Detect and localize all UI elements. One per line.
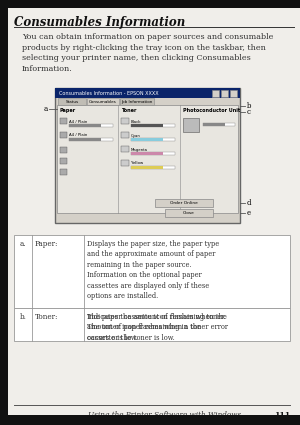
Bar [57, 105, 238, 213]
Bar [221, 90, 228, 96]
Bar [14, 308, 290, 341]
Text: Black: Black [131, 119, 142, 124]
Bar [0, 0, 300, 8]
Bar [121, 132, 129, 138]
Bar [121, 146, 129, 152]
Text: d: d [247, 199, 251, 207]
Bar [120, 98, 154, 105]
Bar [69, 124, 101, 127]
Text: A4 / Plain: A4 / Plain [69, 133, 87, 138]
Bar [183, 118, 199, 132]
Text: Consumables Information: Consumables Information [14, 16, 185, 29]
Text: Job Information: Job Information [121, 99, 153, 104]
Text: b: b [247, 102, 251, 110]
Text: A4 / Plain: A4 / Plain [69, 119, 87, 124]
Text: Toner: Toner [122, 108, 137, 113]
Text: Using the Printer Software with Windows: Using the Printer Software with Windows [88, 411, 242, 419]
Bar [165, 209, 213, 217]
Bar [212, 90, 219, 96]
Text: Cyan: Cyan [131, 133, 141, 138]
Bar [0, 0, 8, 425]
Bar [131, 138, 163, 141]
Text: Toner:: Toner: [35, 313, 58, 321]
Bar [121, 118, 129, 124]
Text: Consumables Information - EPSON XXXX: Consumables Information - EPSON XXXX [59, 91, 159, 96]
Bar [203, 123, 235, 125]
Bar [14, 235, 290, 308]
Bar [131, 152, 175, 155]
Text: Paper: Paper [60, 108, 76, 113]
Bar [69, 124, 113, 127]
Text: 111: 111 [274, 411, 290, 419]
Text: Paper:: Paper: [35, 240, 58, 248]
Bar [60, 132, 67, 138]
Bar [60, 169, 67, 175]
Bar [230, 90, 237, 96]
Bar [131, 152, 163, 155]
Bar [55, 88, 240, 98]
Text: Consumables: Consumables [89, 99, 117, 104]
Bar [60, 147, 67, 153]
Text: You can obtain information on paper sources and consumable
products by right-cli: You can obtain information on paper sour… [22, 33, 273, 73]
Bar [131, 166, 163, 168]
Text: c: c [247, 108, 251, 116]
Text: Magenta: Magenta [131, 147, 148, 151]
Bar [69, 138, 101, 141]
Bar [121, 160, 129, 166]
Text: Displays the paper size, the paper type
and the approximate amount of paper
rema: Displays the paper size, the paper type … [87, 240, 227, 342]
Bar [155, 199, 213, 207]
Text: Photoconductor Unit: Photoconductor Unit [183, 108, 240, 113]
Text: a: a [44, 105, 48, 113]
Text: Indicates the amount of remaining toner.
The toner icon flashes when a toner err: Indicates the amount of remaining toner.… [87, 313, 228, 342]
Bar [58, 98, 86, 105]
Text: e: e [247, 209, 251, 217]
Bar [203, 123, 225, 125]
Text: Status: Status [65, 99, 79, 104]
Bar [131, 166, 175, 168]
Bar [87, 98, 119, 105]
Bar [0, 415, 300, 425]
Text: Yellow: Yellow [131, 162, 143, 165]
Bar [131, 124, 163, 127]
Bar [131, 138, 175, 141]
Text: Close: Close [183, 211, 195, 215]
Text: a.: a. [20, 240, 26, 248]
Bar [60, 118, 67, 124]
Text: Order Online: Order Online [170, 201, 198, 205]
Bar [131, 124, 175, 127]
FancyBboxPatch shape [55, 88, 240, 223]
Bar [60, 158, 67, 164]
Text: b.: b. [20, 313, 26, 321]
Bar [69, 138, 113, 141]
